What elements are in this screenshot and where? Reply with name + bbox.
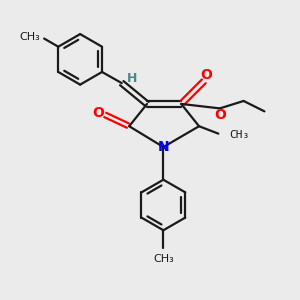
Text: CH₃: CH₃ <box>229 130 249 140</box>
Text: N: N <box>158 140 169 154</box>
Text: O: O <box>93 106 104 120</box>
Text: H: H <box>127 72 137 85</box>
Text: O: O <box>200 68 212 82</box>
Text: CH₃: CH₃ <box>153 254 174 264</box>
Text: CH₃: CH₃ <box>19 32 40 42</box>
Text: O: O <box>214 108 226 122</box>
